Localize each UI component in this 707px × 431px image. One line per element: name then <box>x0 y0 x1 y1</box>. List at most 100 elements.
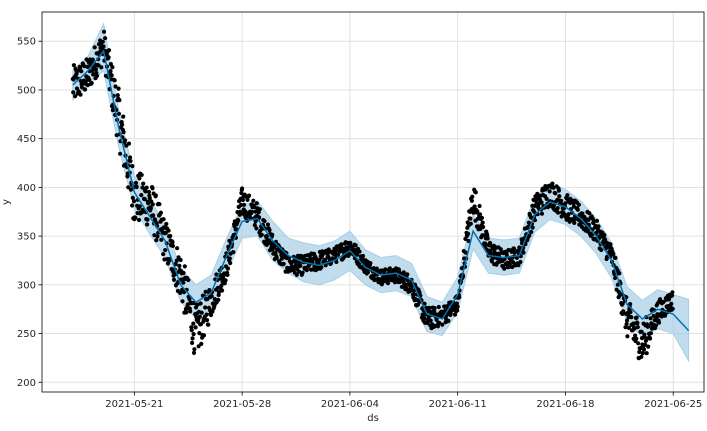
observed-point <box>405 272 410 277</box>
observed-point <box>71 63 76 68</box>
observed-point <box>297 269 302 274</box>
observed-point <box>529 229 534 235</box>
observed-point <box>147 196 152 201</box>
observed-point <box>422 315 427 321</box>
observed-point <box>355 252 360 257</box>
y-tick-label: 500 <box>17 85 36 96</box>
observed-point <box>209 294 214 299</box>
observed-point <box>178 290 183 295</box>
observed-point <box>436 304 441 310</box>
observed-point <box>203 289 208 294</box>
observed-point <box>190 336 195 341</box>
observed-point <box>648 331 654 336</box>
observed-point <box>225 272 230 277</box>
observed-point <box>365 270 371 275</box>
observed-point <box>435 324 441 329</box>
observed-point <box>653 323 659 328</box>
observed-point <box>553 191 558 196</box>
observed-point <box>262 219 267 224</box>
observed-point <box>357 249 362 254</box>
observed-point <box>670 293 675 298</box>
observed-point <box>247 193 252 198</box>
observed-point <box>353 243 358 248</box>
observed-point <box>136 217 142 223</box>
observed-point <box>133 215 138 220</box>
observed-point <box>236 218 241 223</box>
observed-point <box>100 39 105 44</box>
observed-point <box>477 212 483 217</box>
observed-point <box>106 55 111 60</box>
observed-point <box>242 202 247 207</box>
y-tick-label: 250 <box>17 329 36 340</box>
observed-point <box>643 342 648 347</box>
observed-point <box>131 199 137 204</box>
observed-point <box>170 240 175 245</box>
observed-point <box>656 320 662 325</box>
observed-point <box>83 87 88 92</box>
observed-point <box>454 301 459 306</box>
observed-point <box>270 232 275 237</box>
observed-point <box>518 259 523 265</box>
y-axis-label: y <box>1 199 12 205</box>
observed-point <box>613 255 618 260</box>
observed-point <box>116 86 121 91</box>
observed-point <box>231 250 236 255</box>
observed-point <box>110 65 115 70</box>
observed-point <box>415 302 421 307</box>
observed-point <box>479 215 484 220</box>
observed-point <box>530 225 535 230</box>
observed-point <box>133 180 138 186</box>
observed-point <box>547 189 552 194</box>
observed-point <box>265 241 270 246</box>
observed-point <box>440 322 445 327</box>
observed-point <box>173 262 178 267</box>
observed-point <box>575 207 580 212</box>
observed-point <box>428 318 433 323</box>
observed-point <box>626 325 632 330</box>
observed-point <box>91 72 96 77</box>
observed-point <box>602 232 607 238</box>
observed-points-layer <box>70 29 675 361</box>
observed-point <box>193 325 198 330</box>
observed-point <box>557 194 562 199</box>
observed-point <box>511 246 516 251</box>
observed-point <box>521 250 526 255</box>
observed-point <box>637 349 642 355</box>
observed-point <box>245 197 250 202</box>
observed-point <box>197 331 202 336</box>
observed-point <box>145 222 150 227</box>
observed-point <box>639 329 644 334</box>
observed-point <box>180 299 185 304</box>
observed-point <box>489 259 494 264</box>
observed-point <box>572 220 577 225</box>
observed-point <box>150 202 155 207</box>
observed-point <box>128 155 133 160</box>
observed-point <box>527 233 532 238</box>
observed-point <box>446 318 451 323</box>
observed-point <box>399 284 404 289</box>
observed-point <box>556 210 561 215</box>
observed-point <box>191 321 196 326</box>
x-tick-label: 2021-05-28 <box>213 399 271 410</box>
observed-point <box>381 279 386 284</box>
observed-point <box>151 213 156 218</box>
observed-point <box>146 189 152 195</box>
observed-point <box>468 216 473 221</box>
observed-point <box>109 73 114 78</box>
observed-point <box>599 247 604 253</box>
observed-point <box>141 181 146 186</box>
uncertainty-band <box>72 22 690 363</box>
observed-point <box>267 228 272 233</box>
observed-point <box>455 304 460 309</box>
observed-point <box>171 277 177 282</box>
observed-point <box>596 224 601 229</box>
observed-point <box>544 196 549 201</box>
observed-point <box>120 122 125 127</box>
observed-point <box>90 57 95 62</box>
observed-point <box>251 198 256 203</box>
observed-point <box>646 344 651 349</box>
observed-point <box>636 341 641 346</box>
observed-point <box>618 292 624 297</box>
observed-point <box>130 203 135 208</box>
observed-point <box>99 65 104 70</box>
